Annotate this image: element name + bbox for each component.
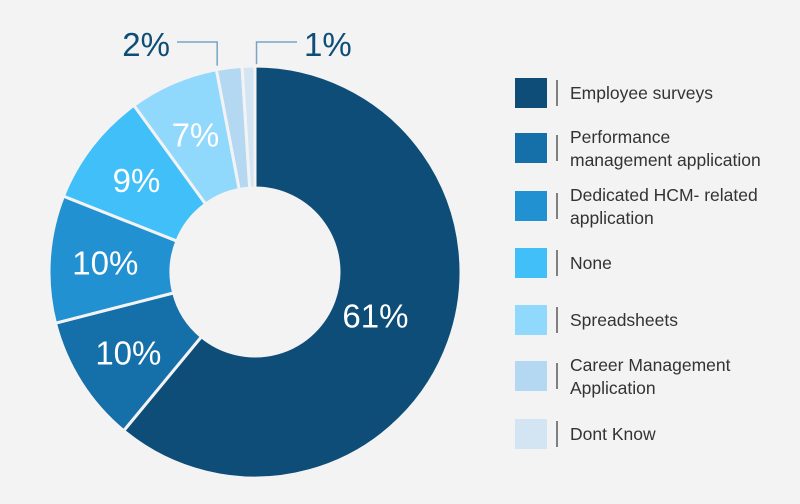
- slice-label: 9%: [113, 162, 161, 199]
- legend-item: Career Management Application: [515, 355, 731, 398]
- slice-dont-know: [240, 64, 257, 190]
- slice-employee-surveys: [121, 64, 463, 480]
- slice-label: 10%: [95, 334, 161, 371]
- legend-label: application: [570, 208, 654, 228]
- slice-label: 7%: [172, 116, 220, 153]
- legend-swatch: [515, 305, 547, 335]
- legend-swatch: [515, 191, 547, 221]
- legend-label: Application: [570, 378, 656, 398]
- legend-item: Dont Know: [515, 419, 656, 449]
- legend-swatch: [515, 419, 547, 449]
- callout-label: 2%: [122, 26, 170, 63]
- legend-swatch: [515, 361, 547, 391]
- legend: Employee surveys Performance management ap…: [515, 78, 761, 449]
- legend-swatch: [515, 248, 547, 278]
- callout-lines: 2% 1%: [122, 26, 352, 66]
- legend-label: Spreadsheets: [570, 310, 678, 330]
- legend-label: Career Management: [570, 355, 731, 375]
- slice-label: 61%: [342, 297, 408, 334]
- legend-swatch: [515, 78, 547, 108]
- legend-label: Dont Know: [570, 424, 656, 444]
- legend-label: None: [570, 253, 612, 273]
- legend-item: Performance management application: [515, 127, 761, 170]
- legend-label: Performance: [570, 127, 670, 147]
- slice-label: 10%: [72, 245, 138, 282]
- legend-item: Dedicated HCM- related application: [515, 185, 758, 228]
- legend-swatch: [515, 133, 547, 163]
- legend-item: None: [515, 248, 612, 278]
- legend-label: Employee surveys: [570, 83, 713, 103]
- callout-label: 1%: [304, 26, 352, 63]
- legend-label: management application: [570, 150, 761, 170]
- callout-line: [255, 41, 297, 65]
- slice-labels: 61% 10% 10% 9% 7%: [72, 116, 408, 371]
- legend-item: Employee surveys: [515, 78, 713, 108]
- legend-item: Spreadsheets: [515, 305, 678, 335]
- callout-line: [177, 41, 218, 66]
- legend-label: Dedicated HCM- related: [570, 185, 758, 205]
- donut-slices: [47, 64, 463, 480]
